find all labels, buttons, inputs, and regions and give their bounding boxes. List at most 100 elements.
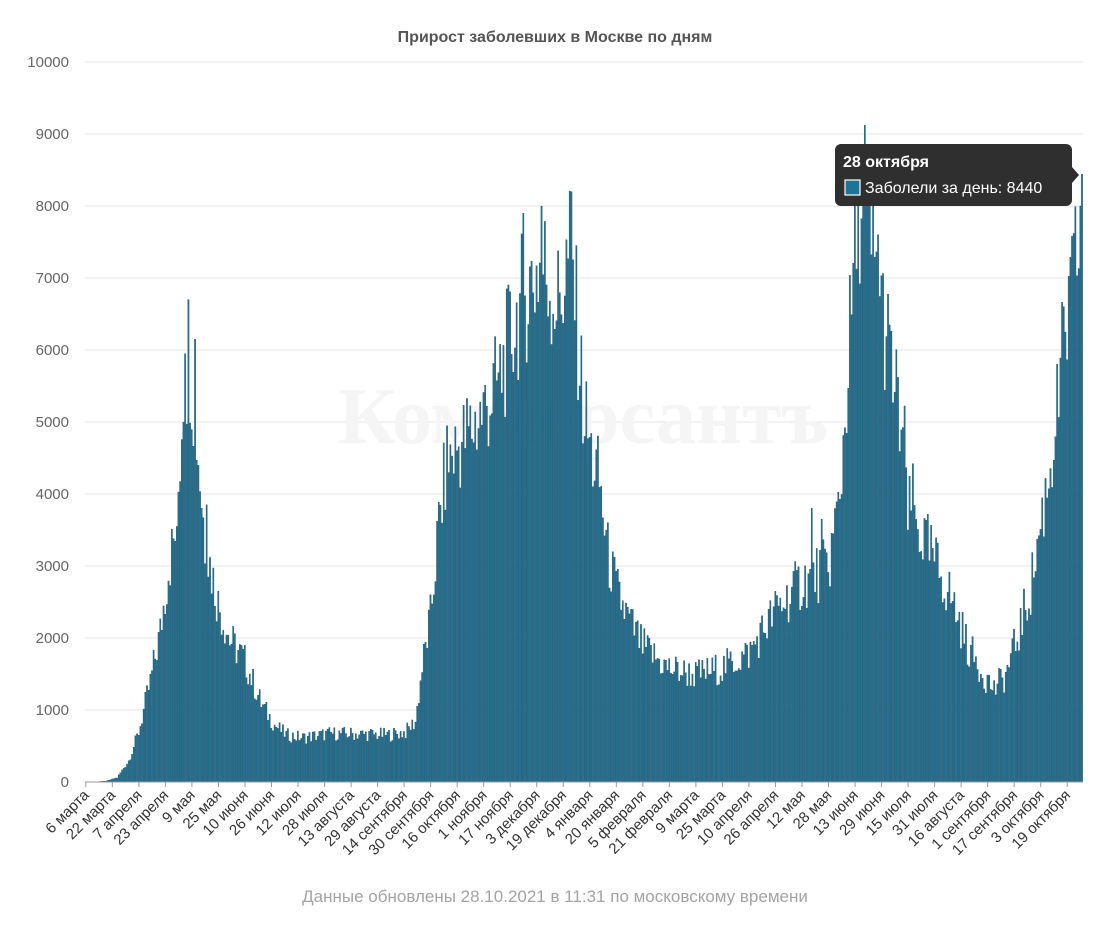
daily-bar[interactable] (336, 739, 339, 783)
daily-bar[interactable] (283, 736, 286, 783)
daily-bar[interactable] (225, 634, 228, 783)
daily-bar[interactable] (452, 473, 455, 783)
daily-bar[interactable] (164, 614, 167, 783)
daily-bar[interactable] (794, 561, 796, 783)
daily-bar[interactable] (180, 439, 183, 783)
daily-bar[interactable] (728, 658, 730, 783)
daily-bar[interactable] (207, 576, 210, 783)
daily-bar[interactable] (166, 604, 168, 783)
daily-bar[interactable] (864, 125, 866, 783)
daily-bar[interactable] (242, 648, 244, 783)
daily-bar[interactable] (379, 727, 382, 783)
daily-bar[interactable] (951, 601, 954, 783)
daily-bar[interactable] (366, 741, 369, 783)
daily-bar[interactable] (504, 416, 506, 783)
daily-bar[interactable] (474, 411, 477, 783)
daily-bar[interactable] (867, 175, 869, 783)
daily-bar[interactable] (454, 426, 457, 783)
daily-bar[interactable] (621, 600, 624, 783)
daily-bar[interactable] (202, 517, 205, 783)
daily-bar[interactable] (696, 666, 699, 783)
daily-bar[interactable] (462, 405, 465, 783)
daily-bar[interactable] (975, 656, 977, 783)
daily-bar[interactable] (749, 641, 752, 783)
daily-bar[interactable] (847, 388, 850, 783)
daily-bar[interactable] (635, 621, 637, 783)
daily-bar[interactable] (219, 612, 221, 783)
daily-bar[interactable] (222, 629, 225, 783)
daily-bar[interactable] (767, 608, 770, 783)
daily-bar[interactable] (350, 727, 352, 783)
daily-bar[interactable] (787, 622, 790, 783)
daily-bar[interactable] (489, 415, 491, 783)
daily-bar[interactable] (129, 759, 132, 783)
daily-bar[interactable] (966, 664, 969, 783)
daily-bar[interactable] (703, 668, 705, 783)
daily-bar[interactable] (1019, 608, 1022, 783)
daily-bar[interactable] (827, 572, 830, 783)
daily-bar[interactable] (908, 475, 911, 783)
daily-bar[interactable] (837, 491, 840, 783)
daily-bar[interactable] (842, 435, 845, 783)
daily-bar[interactable] (835, 501, 838, 783)
daily-bar[interactable] (351, 733, 354, 783)
daily-bar[interactable] (247, 684, 249, 783)
daily-bar[interactable] (1006, 664, 1009, 783)
daily-bar[interactable] (928, 560, 931, 783)
daily-bar[interactable] (544, 221, 546, 783)
daily-bar[interactable] (338, 730, 341, 783)
daily-bar[interactable] (905, 467, 908, 783)
daily-bar[interactable] (144, 691, 147, 783)
daily-bar[interactable] (1004, 671, 1007, 783)
daily-bar[interactable] (159, 618, 162, 783)
daily-bar[interactable] (243, 644, 246, 783)
daily-bar[interactable] (514, 347, 516, 783)
daily-bar[interactable] (481, 424, 483, 783)
daily-bar[interactable] (772, 606, 775, 783)
daily-bar[interactable] (888, 324, 891, 783)
daily-bar[interactable] (912, 463, 914, 783)
daily-bar[interactable] (1033, 577, 1035, 783)
daily-bar[interactable] (1041, 497, 1044, 783)
daily-bar[interactable] (878, 296, 881, 783)
daily-bar[interactable] (311, 731, 314, 783)
daily-bar[interactable] (194, 339, 196, 783)
daily-bar[interactable] (250, 685, 253, 783)
daily-bar[interactable] (1008, 667, 1010, 783)
daily-bar[interactable] (555, 320, 558, 783)
daily-bar[interactable] (331, 733, 334, 783)
daily-bar[interactable] (766, 638, 768, 783)
daily-bar[interactable] (1018, 650, 1020, 783)
daily-bar[interactable] (209, 557, 211, 783)
daily-bar[interactable] (973, 662, 976, 783)
daily-bar[interactable] (930, 525, 932, 783)
daily-bar[interactable] (517, 380, 520, 783)
daily-bar[interactable] (197, 465, 200, 783)
daily-bar[interactable] (948, 571, 951, 783)
daily-bar[interactable] (122, 768, 125, 783)
daily-bar[interactable] (769, 600, 772, 783)
daily-bar[interactable] (509, 291, 511, 783)
daily-bar[interactable] (210, 593, 213, 783)
daily-bar[interactable] (620, 609, 622, 783)
daily-bar[interactable] (852, 262, 855, 783)
daily-bar[interactable] (801, 606, 803, 783)
daily-bar[interactable] (1077, 268, 1080, 783)
daily-bar[interactable] (116, 777, 118, 783)
daily-bar[interactable] (666, 670, 669, 783)
daily-bar[interactable] (774, 591, 777, 783)
daily-bar[interactable] (529, 266, 531, 783)
daily-bar[interactable] (285, 731, 288, 783)
daily-bar[interactable] (369, 729, 372, 783)
daily-bar[interactable] (976, 669, 979, 783)
daily-bar[interactable] (779, 597, 782, 783)
daily-bar[interactable] (534, 312, 536, 783)
daily-bar[interactable] (421, 672, 423, 783)
daily-bar[interactable] (147, 690, 150, 783)
daily-bar[interactable] (1074, 206, 1077, 783)
daily-bar[interactable] (575, 245, 578, 783)
daily-bar[interactable] (1044, 478, 1047, 783)
daily-bar[interactable] (451, 455, 453, 783)
daily-bar[interactable] (744, 643, 747, 783)
daily-bar[interactable] (671, 674, 674, 783)
